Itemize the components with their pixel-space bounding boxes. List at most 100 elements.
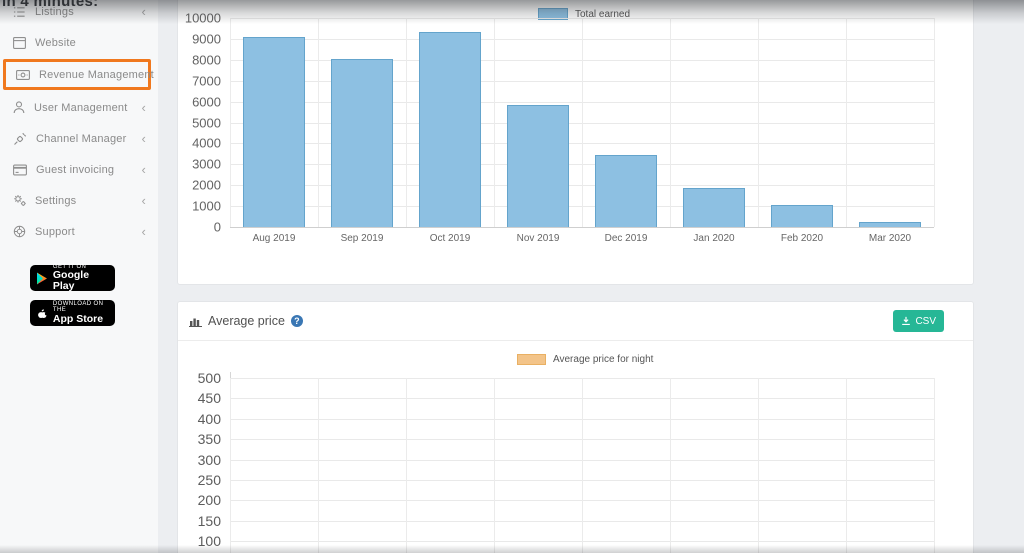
y-axis-tick-label: 3000: [192, 156, 221, 172]
sidebar-item-listings[interactable]: Listings ‹: [0, 0, 158, 27]
y-axis-tick-label: 400: [197, 410, 221, 427]
gridline-v: [846, 378, 847, 553]
csv-export-button[interactable]: CSV: [893, 310, 944, 332]
sidebar-item-label: Support: [35, 225, 75, 238]
question-mark-icon[interactable]: ?: [290, 315, 303, 327]
chevron-left-icon: ‹: [141, 131, 146, 146]
bar-chart-icon: [189, 318, 202, 327]
y-axis-tick-label: 300: [197, 451, 221, 468]
y-axis-tick-label: 150: [197, 512, 221, 529]
gridline-v: [934, 378, 935, 553]
revenue-bar: [771, 205, 833, 227]
revenue-chart-card: Total earned 0 1000 2000 3000 4000 5000 6000 70…: [178, 0, 973, 284]
sidebar-item-label: Revenue Management: [39, 68, 154, 81]
section-title-row: Average price ?: [189, 314, 303, 328]
legend-swatch: [517, 354, 546, 365]
revenue-icon: [16, 69, 30, 80]
invoice-icon: [13, 164, 27, 175]
revenue-bar: [419, 31, 481, 227]
gridline-v: [758, 378, 759, 553]
gridline-v: [582, 18, 583, 227]
gridline-v: [318, 18, 319, 227]
y-axis-tick-label: 10000: [184, 10, 221, 26]
sidebar-item-settings[interactable]: Settings ‹: [0, 185, 158, 216]
csv-button-label: CSV: [915, 315, 936, 327]
y-axis-tick-label: 1000: [192, 198, 221, 214]
sidebar-item-label: Website: [35, 36, 76, 49]
sidebar-item-label: Guest invoicing: [36, 163, 115, 176]
revenue-bar: [683, 188, 745, 227]
sidebar-item-support[interactable]: Support ‹: [0, 216, 158, 247]
gridline-v: [406, 378, 407, 553]
y-axis-tick-label: 500: [197, 370, 221, 386]
sidebar-item-guest-invoicing[interactable]: Guest invoicing ‹: [0, 154, 158, 185]
revenue-bar: [243, 36, 305, 227]
sidebar-item-label: Channel Manager: [36, 132, 127, 145]
google-play-badge[interactable]: GET IT ON Google Play: [30, 263, 115, 292]
chevron-left-icon: ‹: [141, 100, 146, 115]
x-axis-label: Feb 2020: [780, 233, 824, 244]
channel-manager-icon: [14, 132, 27, 145]
legend-average-price[interactable]: Average price for night: [517, 354, 653, 365]
badge-store-name: App Store: [52, 312, 104, 325]
gridline-v: [230, 18, 231, 227]
gridline-h: [230, 227, 934, 228]
section-title: Average price: [208, 314, 285, 328]
average-price-header: Average price ? CSV: [178, 302, 973, 341]
sidebar-item-user-management[interactable]: User Management ‹: [0, 92, 158, 123]
y-axis-tick-label: 350: [197, 431, 221, 448]
y-axis-tick-label: 4000: [192, 135, 221, 151]
y-axis-tick-label: 450: [197, 390, 221, 407]
y-axis-tick-label: 5000: [192, 115, 221, 130]
x-axis-label: Jan 2020: [693, 233, 735, 244]
y-axis-tick-label: 2000: [192, 177, 221, 193]
gridline-v: [758, 18, 759, 227]
badge-tagline: Download on the: [52, 301, 104, 314]
x-axis-label: Sep 2019: [340, 233, 384, 244]
gridline-v: [230, 378, 231, 553]
gridline-v: [406, 18, 407, 227]
y-axis-tick-label: 100: [197, 533, 221, 550]
sidebar-item-label: Listings: [35, 5, 74, 18]
badge-tagline: GET IT ON: [52, 263, 87, 270]
gridline-v: [582, 378, 583, 553]
sidebar-item-revenue-management[interactable]: Revenue Management: [3, 59, 154, 90]
gridline-v: [846, 18, 847, 227]
settings-icon: [14, 195, 26, 206]
y-axis-tick-label: 200: [197, 492, 221, 509]
sidebar-nav: Listings ‹ Website Revenue Management Us…: [0, 0, 158, 247]
gridline-v: [670, 18, 671, 227]
app-store-badges: GET IT ON Google Play Download on the Ap…: [0, 263, 158, 326]
download-icon: [902, 316, 911, 326]
y-axis-tick-label: 0: [213, 219, 221, 235]
y-axis-tick-label: 7000: [192, 73, 221, 89]
sidebar-item-channel-manager[interactable]: Channel Manager ‹: [0, 123, 158, 154]
app-store-badge[interactable]: Download on the App Store: [30, 300, 115, 326]
sidebar: Listings ‹ Website Revenue Management Us…: [0, 0, 158, 553]
gridline-v: [670, 378, 671, 553]
apple-icon: [38, 308, 48, 318]
sidebar-item-website[interactable]: Website: [0, 27, 158, 58]
x-axis-label: Aug 2019: [252, 233, 296, 244]
gridline-v: [934, 18, 935, 227]
list-icon: [13, 6, 25, 17]
x-axis-label: Dec 2019: [604, 233, 648, 244]
x-axis-label: Nov 2019: [516, 233, 560, 244]
y-axis-tick-label: 8000: [192, 52, 221, 68]
chevron-left-icon: ‹: [141, 4, 146, 19]
revenue-chart-plot: 0 1000 2000 3000 4000 5000 6000 7000 8000 9000 100…: [185, 11, 935, 244]
website-icon: [13, 36, 26, 49]
x-axis-label: Mar 2020: [868, 233, 912, 244]
average-price-card: Average price ? CSV Average price for ni…: [178, 302, 973, 553]
revenue-bar: [595, 154, 657, 227]
revenue-bar: [859, 221, 921, 227]
sidebar-item-label: Settings: [35, 194, 77, 207]
user-icon: [13, 101, 25, 114]
y-axis-tick-label: 250: [197, 472, 221, 488]
legend-label: Average price for night: [553, 354, 654, 365]
average-price-chart-plot: 500 450 400 350 300 250 200 150 100: [198, 370, 935, 553]
sidebar-item-label: User Management: [34, 101, 128, 114]
chevron-left-icon: ‹: [141, 193, 146, 208]
x-axis-label: Oct 2019: [429, 233, 471, 244]
